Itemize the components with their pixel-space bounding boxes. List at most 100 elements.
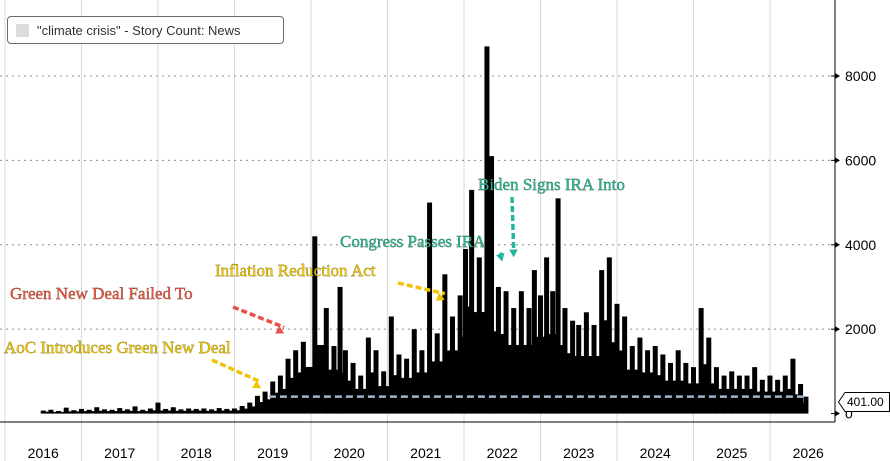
bar-45: [388, 316, 394, 414]
bar-fill-3: [66, 411, 74, 414]
bar-fill-57: [479, 312, 487, 414]
annotation-arrowhead-0: [252, 380, 262, 389]
bar-fill-35: [314, 344, 327, 414]
bar-fill-40: [353, 388, 361, 414]
bar-fill-43: [376, 386, 384, 414]
bar-fill-98: [777, 391, 786, 414]
bar-fill-93: [739, 388, 748, 414]
y-tick-label-4000: 4000: [845, 237, 876, 253]
bar-56: [469, 189, 475, 414]
bar-fill-9: [112, 411, 120, 414]
annotations: AoC Introduces Green New Deal Green New D…: [4, 175, 625, 389]
bar-38: [337, 286, 343, 414]
bar-fill-82: [655, 375, 663, 414]
x-tick-label-2026: 2026: [793, 445, 824, 461]
bar-fill-50: [429, 361, 438, 414]
bar-fill-89: [708, 383, 717, 414]
bar-fill-34: [303, 366, 315, 414]
bar-fill-31: [280, 388, 289, 414]
annotation-arrowhead-4: [509, 249, 518, 258]
annotation-label-2: Inflation Reduction Act: [215, 261, 376, 280]
bar-fill-19: [188, 410, 197, 414]
bar-fill-63: [521, 344, 530, 414]
y-tick-marker: [835, 157, 840, 164]
y-tick-marker: [835, 326, 840, 333]
bar-fill-28: [257, 402, 266, 414]
bar-50: [427, 202, 433, 414]
bar-fill-64: [529, 344, 535, 414]
annotation-arrow-4: [510, 196, 516, 252]
bar-fill-61: [506, 344, 514, 414]
bar-fill-90: [716, 388, 725, 414]
bar-fill-7: [96, 410, 105, 414]
bar-fill-14: [150, 410, 158, 414]
bar-58: [484, 46, 490, 414]
bar-fill-78: [624, 369, 633, 414]
bar-fill-26: [242, 408, 250, 414]
bar-12: [132, 406, 138, 414]
bar-fill-25: [234, 410, 243, 414]
bar-fill-47: [406, 377, 415, 414]
y-tick-marker: [835, 72, 840, 79]
bar-fill-60: [498, 334, 507, 414]
legend[interactable]: "climate crisis" - Story Count: News: [7, 16, 284, 44]
legend-label: "climate crisis" - Story Count: News: [37, 22, 241, 38]
bar-fill-42: [368, 372, 377, 414]
last-value-badge: 401.00: [838, 392, 890, 412]
bar-fill-79: [632, 369, 640, 414]
y-axis: 0 2000 4000 6000 8000: [831, 0, 876, 422]
x-tick-label-2022: 2022: [487, 445, 518, 461]
bar-fill-51: [437, 361, 445, 414]
bar-15: [155, 402, 161, 414]
horizontal-gridlines: [0, 75, 835, 330]
bar-52: [442, 274, 448, 414]
bar-fill-23: [219, 410, 227, 414]
bar-fill-2: [58, 411, 67, 414]
bar-fill-33: [295, 372, 304, 414]
bar-fill-18: [180, 410, 189, 414]
bar-fill-69: [558, 344, 565, 414]
bar-fill-38: [340, 372, 346, 414]
bar-fill-65: [534, 336, 541, 414]
y-tick-label-6000: 6000: [845, 152, 876, 168]
bar-88: [698, 308, 704, 414]
bar-fill-84: [670, 380, 679, 414]
bar-fill-8: [104, 411, 113, 414]
bar-fill-13: [142, 411, 151, 414]
bar-fill-5: [81, 411, 90, 414]
bar-69: [555, 198, 561, 414]
bar-fill-77: [616, 350, 625, 414]
bar-fill-10: [119, 410, 128, 414]
bar-fill-101: [800, 402, 806, 414]
bar-fill-55: [465, 306, 472, 414]
bar-fill-21: [203, 410, 212, 414]
bar-fill-75: [601, 320, 610, 414]
bar-fill-56: [471, 312, 480, 414]
bar-fill-81: [647, 372, 656, 414]
bar-fill-91: [724, 388, 732, 414]
bar-fill-99: [785, 388, 793, 414]
annotation-label-1: Green New Deal Failed To: [10, 284, 193, 303]
bar-fill-48: [414, 372, 422, 414]
bar-fill-73: [586, 355, 595, 414]
bar-fill-66: [540, 336, 547, 414]
annotation-arrow-0: [211, 358, 262, 384]
bar-fill-70: [564, 353, 573, 414]
bar-fill-97: [769, 391, 778, 414]
bar-fill-80: [639, 372, 648, 414]
bar-fill-88: [701, 364, 709, 414]
bar-fill-37: [333, 369, 341, 414]
bar-fill-17: [173, 410, 181, 414]
y-tick-label-8000: 8000: [845, 68, 876, 84]
bar-fill-76: [609, 342, 617, 414]
bar-fill-58: [486, 246, 492, 414]
annotation-label-3: Congress Passes IRA: [340, 232, 486, 251]
y-tick-marker: [835, 410, 840, 417]
x-tick-label-2023: 2023: [563, 445, 594, 461]
x-tick-label-2025: 2025: [716, 445, 747, 461]
x-tick-label-2016: 2016: [28, 445, 59, 461]
bar-fill-15: [157, 410, 166, 414]
annotation-label-4: Biden Signs IRA Into: [478, 175, 625, 194]
